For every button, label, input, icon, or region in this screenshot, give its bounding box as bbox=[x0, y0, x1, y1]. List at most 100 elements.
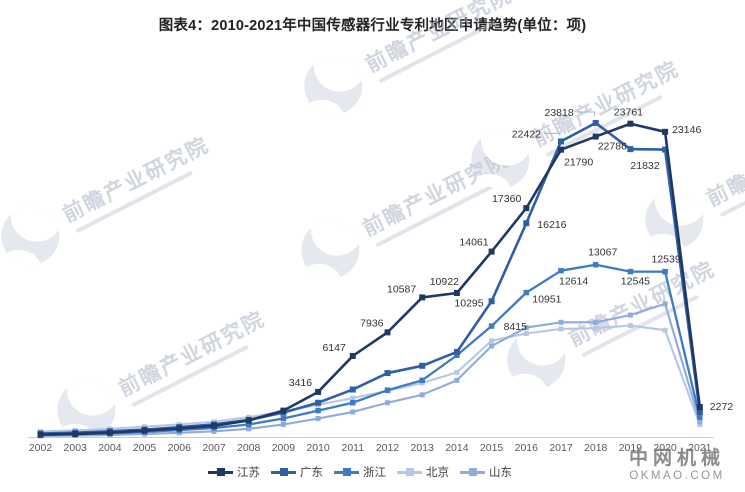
data-label-guangdong-2015: 10295 bbox=[454, 297, 483, 309]
series-marker-jiangsu bbox=[141, 427, 148, 434]
x-axis-label-2011: 2011 bbox=[342, 442, 365, 454]
data-label-guangdong-2018: 23818 bbox=[544, 107, 573, 119]
legend-item-zhejiang: 浙江 bbox=[334, 464, 386, 480]
data-label-jiangsu-2010: 3416 bbox=[289, 377, 313, 389]
data-label-zhejiang-2019: 12545 bbox=[621, 276, 650, 288]
legend-marker-icon bbox=[208, 468, 233, 476]
x-axis-label-2002: 2002 bbox=[29, 442, 53, 454]
series-marker-jiangsu bbox=[315, 388, 322, 395]
series-marker-shandong bbox=[627, 312, 633, 318]
series-marker-shandong bbox=[697, 419, 703, 425]
data-label-jiangsu-2017: 21790 bbox=[564, 157, 593, 169]
chart-legend: 江苏 广东 浙江 北京 山东 bbox=[0, 464, 720, 480]
series-marker-shandong bbox=[419, 392, 425, 398]
series-marker-guangdong bbox=[592, 119, 599, 126]
chart-title: 图表4：2010-2021年中国传感器行业专利地区申请趋势(单位：项) bbox=[158, 18, 587, 34]
series-marker-shandong bbox=[385, 400, 390, 406]
x-axis-label-2010: 2010 bbox=[306, 442, 330, 454]
series-marker-jiangsu bbox=[558, 146, 564, 153]
series-marker-jiangsu bbox=[627, 120, 634, 127]
series-marker-zhejiang bbox=[280, 415, 287, 422]
x-axis-label-2017: 2017 bbox=[549, 442, 573, 454]
data-label-jiangsu-2020: 23146 bbox=[672, 124, 701, 136]
series-marker-guangdong bbox=[419, 362, 426, 369]
legend-square-icon bbox=[280, 468, 288, 476]
okmao-watermark: 中网机械 OKMAO.COM bbox=[628, 448, 725, 483]
x-axis-label-2021: 2021 bbox=[688, 442, 712, 454]
series-marker-jiangsu bbox=[72, 430, 79, 437]
x-axis-label-2008: 2008 bbox=[237, 442, 261, 454]
legend-item-shandong: 山东 bbox=[460, 464, 512, 480]
data-label-jiangsu-2018: 22786 bbox=[598, 141, 627, 153]
data-label-jiangsu-2015: 14061 bbox=[459, 237, 488, 249]
data-label-zhejiang-2015: 8415 bbox=[504, 321, 528, 333]
series-marker-jiangsu bbox=[384, 329, 391, 336]
okmao-watermark-sub: OKMAO.COM bbox=[629, 469, 725, 482]
x-axis-label-2003: 2003 bbox=[64, 442, 88, 454]
series-marker-beijing bbox=[523, 330, 529, 336]
legend-marker-icon bbox=[271, 468, 296, 476]
legend-label: 江苏 bbox=[237, 467, 260, 479]
series-marker-zhejiang bbox=[592, 261, 599, 268]
series-marker-jiangsu bbox=[245, 417, 252, 424]
series-marker-zhejiang bbox=[384, 387, 391, 393]
series-line-jiangsu bbox=[39, 122, 702, 436]
series-line-zhejiang bbox=[39, 263, 701, 437]
series-marker-jiangsu bbox=[662, 128, 669, 135]
series-marker-jiangsu bbox=[592, 133, 599, 140]
x-axis-label-2016: 2016 bbox=[515, 442, 539, 454]
x-axis-label-2014: 2014 bbox=[445, 442, 469, 454]
legend-item-beijing: 北京 bbox=[397, 464, 449, 480]
series-marker-beijing bbox=[662, 327, 668, 333]
legend-marker-icon bbox=[397, 468, 422, 476]
series-marker-shandong bbox=[523, 325, 529, 331]
series-marker-guangdong bbox=[523, 220, 530, 227]
series-marker-zhejiang bbox=[419, 377, 425, 384]
data-label-jiangsu-2016: 17360 bbox=[492, 193, 521, 205]
x-axis-label-2006: 2006 bbox=[168, 442, 192, 454]
series-marker-zhejiang bbox=[697, 414, 703, 420]
okmao-watermark-main: 中网机械 bbox=[628, 448, 725, 469]
series-marker-jiangsu bbox=[349, 352, 356, 359]
legend-label: 北京 bbox=[426, 467, 449, 479]
data-label-zhejiang-2016: 10951 bbox=[532, 294, 561, 306]
label-leader-line bbox=[576, 111, 596, 116]
data-label-jiangsu-2019: 23761 bbox=[614, 107, 643, 119]
series-line-shandong bbox=[39, 302, 701, 437]
series-marker-guangdong bbox=[558, 138, 564, 145]
series-marker-shandong bbox=[246, 426, 252, 432]
data-label-jiangsu-2021: 2272 bbox=[710, 401, 734, 413]
x-axis-label-2018: 2018 bbox=[584, 442, 608, 454]
data-label-jiangsu-2012: 7936 bbox=[360, 317, 384, 329]
series-marker-zhejiang bbox=[245, 421, 252, 428]
series-marker-jiangsu bbox=[488, 248, 495, 255]
x-axis-label-2009: 2009 bbox=[272, 442, 296, 454]
series-marker-guangdong bbox=[384, 370, 391, 377]
data-label-jiangsu-2014: 10922 bbox=[430, 276, 459, 288]
data-label-guangdong-2016: 16216 bbox=[537, 219, 566, 231]
series-marker-beijing bbox=[697, 421, 703, 427]
series-marker-shandong bbox=[350, 409, 356, 415]
legend-square-icon bbox=[406, 468, 414, 476]
series-marker-jiangsu bbox=[453, 289, 460, 296]
series-marker-zhejiang bbox=[627, 268, 634, 275]
data-label-guangdong-2019: 21832 bbox=[630, 160, 659, 172]
series-marker-shandong bbox=[280, 421, 286, 427]
series-marker-guangdong bbox=[696, 408, 703, 415]
series-marker-zhejiang bbox=[523, 289, 530, 296]
series-marker-zhejiang bbox=[558, 267, 564, 274]
series-marker-beijing bbox=[350, 395, 356, 401]
series-marker-shandong bbox=[593, 319, 599, 325]
series-marker-jiangsu bbox=[106, 429, 113, 436]
legend-label: 山东 bbox=[489, 467, 512, 479]
series-marker-beijing bbox=[454, 369, 460, 375]
series-marker-guangdong bbox=[488, 298, 495, 305]
series-marker-shandong bbox=[315, 416, 321, 422]
series-marker-beijing bbox=[627, 323, 633, 329]
series-marker-jiangsu bbox=[280, 407, 287, 414]
series-marker-jiangsu bbox=[37, 431, 44, 438]
series-marker-guangdong bbox=[627, 146, 634, 153]
legend-label: 广东 bbox=[300, 467, 323, 479]
